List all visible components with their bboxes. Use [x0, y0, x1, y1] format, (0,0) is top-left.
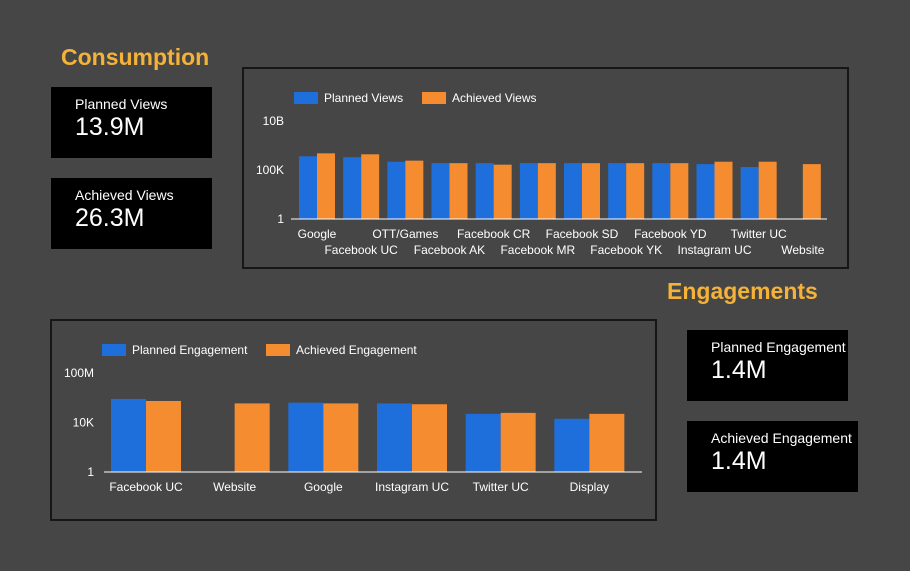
bar-achieved-views-facebook-cr[interactable] [493, 164, 512, 219]
bar-planned-views-facebook-sd[interactable] [564, 163, 582, 219]
bar-planned-views-twitter-uc[interactable] [740, 167, 759, 219]
bar-achieved-views-twitter-uc[interactable] [758, 161, 777, 219]
x-tick-label: Facebook UC [109, 480, 183, 494]
bar-planned-views-facebook-mr[interactable] [519, 163, 538, 219]
y-tick-label: 100M [64, 366, 94, 380]
kpi-value: 1.4M [711, 356, 767, 384]
x-tick-label: Google [298, 227, 337, 241]
legend-label-planned-views: Planned Views [324, 91, 403, 105]
x-tick-label: Facebook UC [324, 243, 398, 257]
x-tick-label: Facebook YD [634, 227, 707, 241]
bar-achieved-views-facebook-yd[interactable] [670, 163, 689, 219]
kpi-label: Planned Views [75, 96, 168, 112]
y-tick-label: 10B [263, 114, 284, 128]
x-tick-label: Facebook AK [414, 243, 485, 257]
bar-planned-views-facebook-yk[interactable] [608, 163, 627, 219]
bar-achieved-engagement-twitter-uc[interactable] [500, 412, 536, 472]
kpi-value: 13.9M [75, 113, 145, 141]
consumption-title: Consumption [61, 44, 210, 70]
engagement-chart-panel: Planned Engagement Achieved Engagement 1 10… [50, 319, 657, 521]
bar-achieved-engagement-google[interactable] [323, 403, 359, 472]
legend-label-achieved-engagement: Achieved Engagement [296, 343, 417, 357]
x-tick-label: Website [213, 480, 256, 494]
kpi-achieved-engagement: Achieved Engagement 1.4M [687, 421, 858, 492]
bar-planned-views-facebook-ak[interactable] [431, 163, 450, 219]
kpi-planned-engagement: Planned Engagement 1.4M [687, 330, 848, 401]
bar-planned-views-facebook-yd[interactable] [652, 163, 671, 219]
x-tick-label: Twitter UC [731, 227, 787, 241]
bar-achieved-engagement-website[interactable] [234, 403, 270, 472]
kpi-label: Achieved Engagement [711, 430, 852, 446]
bar-planned-engagement-instagram-uc[interactable] [377, 403, 412, 472]
legend-label-planned-engagement: Planned Engagement [132, 343, 248, 357]
views-chart: Planned Views Achieved Views 1 100K 10B Googl… [256, 91, 827, 257]
x-tick-label: Instagram UC [375, 480, 449, 494]
bar-planned-views-facebook-uc[interactable] [343, 157, 362, 219]
x-tick-label: Website [781, 243, 824, 257]
bar-achieved-views-ott-games[interactable] [405, 160, 424, 219]
kpi-achieved-views: Achieved Views 26.3M [51, 178, 212, 249]
bar-planned-engagement-display[interactable] [554, 418, 590, 472]
kpi-planned-views: Planned Views 13.9M [51, 87, 212, 158]
y-tick-label: 100K [256, 163, 284, 177]
x-tick-label: Display [570, 480, 609, 494]
y-tick-label: 1 [87, 465, 94, 479]
bar-planned-views-instagram-uc[interactable] [696, 164, 715, 219]
bar-achieved-views-facebook-uc[interactable] [361, 154, 380, 219]
legend-swatch-planned-views [294, 92, 318, 104]
x-tick-label: Twitter UC [473, 480, 529, 494]
bar-planned-engagement-twitter-uc[interactable] [465, 413, 501, 472]
x-tick-label: OTT/Games [372, 227, 438, 241]
engagement-chart: Planned Engagement Achieved Engagement 1 10… [64, 343, 642, 494]
bar-achieved-views-facebook-mr[interactable] [537, 163, 556, 219]
x-tick-label: Facebook MR [500, 243, 575, 257]
bar-achieved-engagement-display[interactable] [589, 413, 625, 472]
x-tick-label: Google [304, 480, 343, 494]
engagements-title: Engagements [667, 278, 818, 304]
bar-planned-views-ott-games[interactable] [387, 161, 406, 219]
views-chart-panel: Planned Views Achieved Views 1 100K 10B Googl… [242, 67, 849, 269]
legend-swatch-achieved-views [422, 92, 446, 104]
bar-achieved-views-google[interactable] [317, 153, 335, 219]
bar-planned-engagement-facebook-uc[interactable] [111, 398, 146, 472]
bar-planned-views-facebook-cr[interactable] [475, 163, 494, 219]
bar-achieved-views-facebook-ak[interactable] [449, 163, 468, 219]
x-tick-label: Facebook YK [590, 243, 662, 257]
bar-planned-views-google[interactable] [299, 156, 317, 219]
bar-planned-engagement-google[interactable] [288, 402, 324, 472]
bar-achieved-views-facebook-yk[interactable] [626, 163, 645, 219]
bar-achieved-engagement-facebook-uc[interactable] [146, 400, 181, 472]
legend-swatch-achieved-engagement [266, 344, 290, 356]
kpi-label: Achieved Views [75, 187, 174, 203]
legend-swatch-planned-engagement [102, 344, 126, 356]
kpi-value: 26.3M [75, 204, 145, 232]
bar-achieved-views-instagram-uc[interactable] [714, 161, 733, 219]
legend-label-achieved-views: Achieved Views [452, 91, 537, 105]
bar-achieved-views-website[interactable] [802, 164, 821, 219]
y-tick-label: 1 [277, 212, 284, 226]
y-tick-label: 10K [73, 416, 94, 430]
bar-achieved-views-facebook-sd[interactable] [582, 163, 600, 219]
x-tick-label: Facebook CR [457, 227, 531, 241]
x-tick-label: Facebook SD [546, 227, 619, 241]
bar-achieved-engagement-instagram-uc[interactable] [412, 404, 447, 472]
x-tick-label: Instagram UC [677, 243, 751, 257]
kpi-label: Planned Engagement [711, 339, 846, 355]
kpi-value: 1.4M [711, 447, 767, 475]
